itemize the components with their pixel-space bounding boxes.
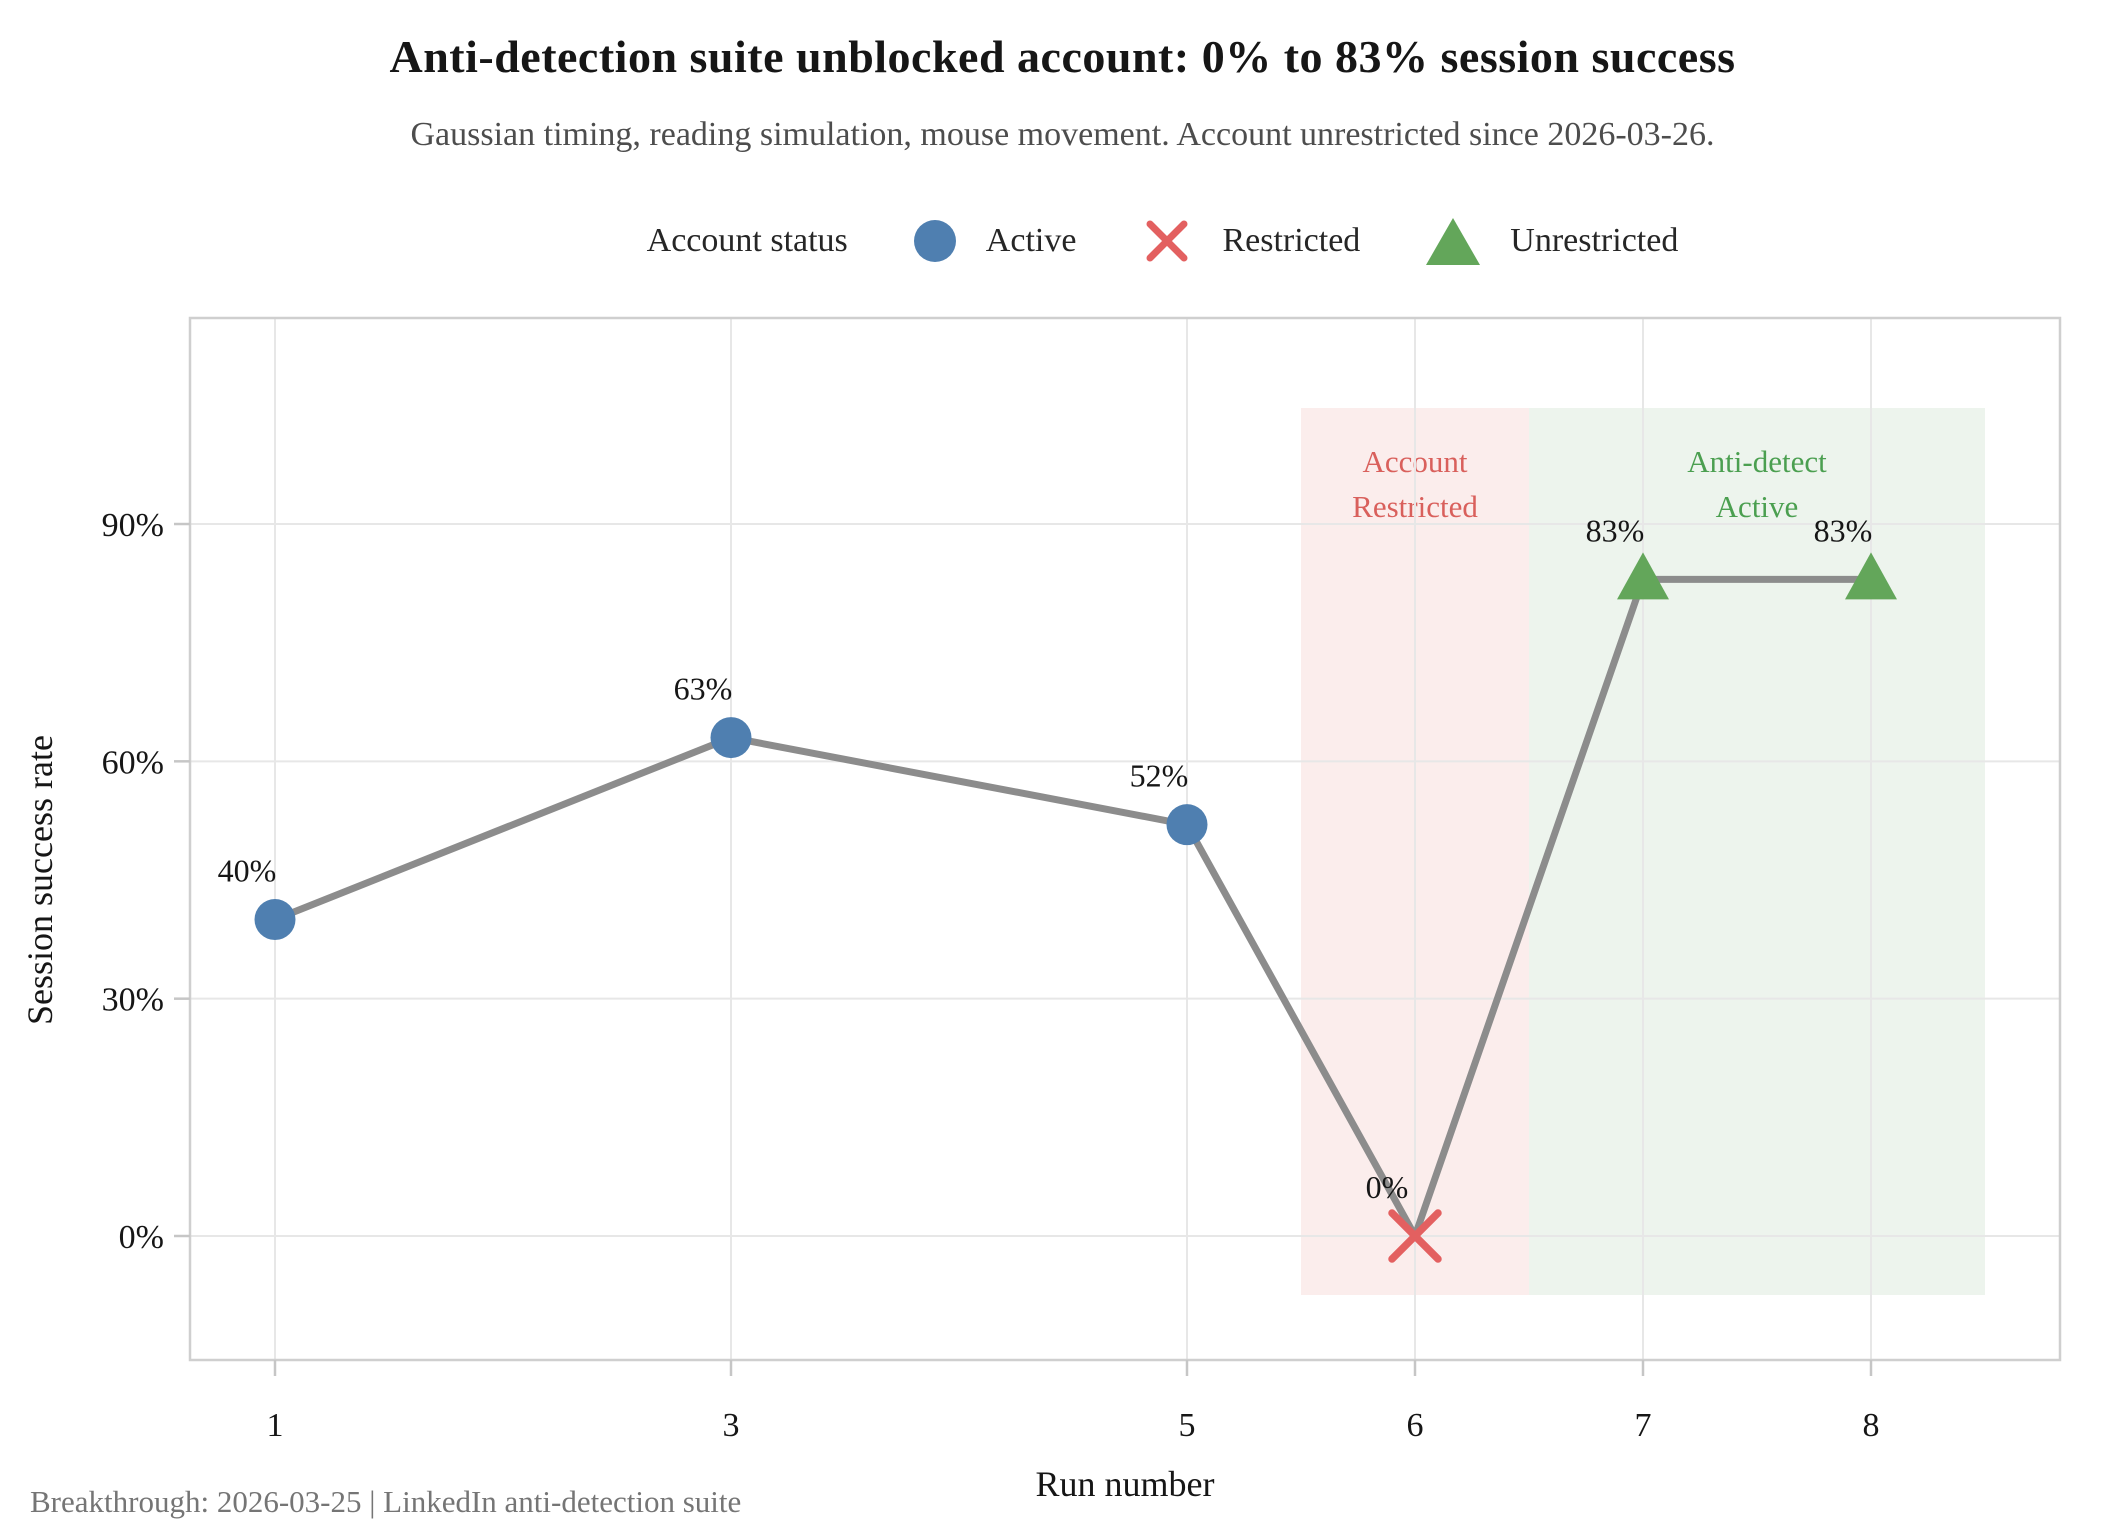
legend-item-restricted: Restricted xyxy=(1142,216,1360,266)
series-line xyxy=(273,575,1871,1240)
point-label: 52% xyxy=(1130,758,1189,794)
chart-title: Anti-detection suite unblocked account: … xyxy=(389,31,1736,82)
data-point-unrestricted xyxy=(1845,552,1897,600)
unrestricted-triangle-icon xyxy=(1426,217,1481,265)
point-label: 63% xyxy=(674,671,733,707)
restricted-x-icon xyxy=(1146,220,1188,262)
legend-item-unrestricted-label: Unrestricted xyxy=(1510,222,1679,259)
legend-item-unrestricted: Unrestricted xyxy=(1426,217,1679,265)
data-point-unrestricted xyxy=(1617,552,1669,600)
x-tick-label: 3 xyxy=(723,1407,740,1444)
chart-subtitle: Gaussian timing, reading simulation, mou… xyxy=(410,116,1715,153)
x-tick-label: 5 xyxy=(1179,1407,1196,1444)
legend-item-active-label: Active xyxy=(985,222,1077,259)
footer-caption: Breakthrough: 2026-03-25 | LinkedIn anti… xyxy=(30,1484,742,1519)
point-label: 83% xyxy=(1586,512,1645,548)
point-label: 40% xyxy=(218,853,277,889)
x-tick-label: 7 xyxy=(1635,1407,1652,1444)
data-point-restricted xyxy=(1388,1209,1442,1263)
region-label: Active xyxy=(1716,489,1799,524)
legend-title: Account status xyxy=(646,222,848,259)
active-circle-icon xyxy=(913,220,956,262)
y-axis-title: Session success rate xyxy=(20,735,60,1025)
x-tick-label: 8 xyxy=(1863,1407,1880,1444)
data-point-active xyxy=(1166,804,1208,846)
data-point-active xyxy=(254,899,296,941)
x-axis-title: Run number xyxy=(1036,1464,1215,1504)
x-tick-label: 6 xyxy=(1407,1407,1424,1444)
legend-item-restricted-label: Restricted xyxy=(1222,222,1361,259)
y-tick-label: 60% xyxy=(102,744,164,781)
legend: Account status Active Restricted Unrestr… xyxy=(0,216,2125,266)
region-unrestricted xyxy=(1529,408,1985,1295)
y-tick-label: 0% xyxy=(119,1219,164,1256)
region-label: Anti-detect xyxy=(1687,444,1827,479)
legend-item-active: Active xyxy=(913,220,1077,262)
data-point-active xyxy=(710,717,752,759)
y-tick-label: 30% xyxy=(102,982,164,1019)
point-label: 83% xyxy=(1814,512,1873,548)
point-label: 0% xyxy=(1366,1169,1409,1205)
y-tick-label: 90% xyxy=(102,507,164,544)
plot-panel-border xyxy=(188,316,2062,1362)
x-tick-label: 1 xyxy=(267,1407,284,1444)
